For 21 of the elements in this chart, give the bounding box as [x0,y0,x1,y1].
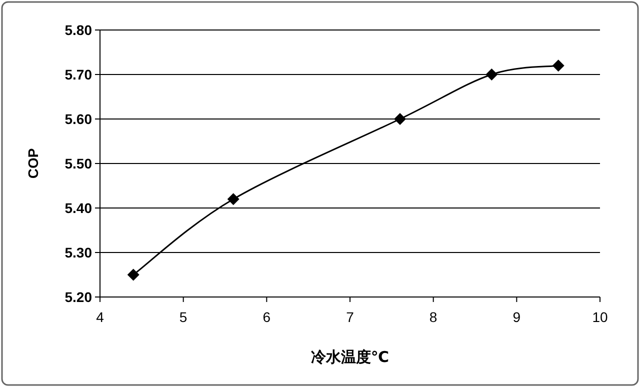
x-tick-label: 4 [96,309,104,325]
y-tick-label: 5.30 [64,244,92,260]
y-axis-title: COP [25,148,41,179]
point [394,113,406,125]
y-tick-label: 5.40 [64,200,92,216]
point [486,68,498,80]
x-tick-label: 5 [179,309,188,325]
x-axis-title: 冷水温度℃ [310,348,390,366]
x-tick-label: 9 [512,309,521,325]
x-tick-label: 10 [592,309,608,325]
y-tick-label: 5.70 [64,66,92,82]
point [552,60,564,72]
x-tick-label: 8 [429,309,438,325]
x-tick-label: 7 [346,309,354,325]
y-tick-label: 5.20 [64,289,92,305]
y-tick-label: 5.50 [64,156,92,172]
point [227,193,240,206]
point [127,268,140,281]
y-tick-label: 5.80 [64,22,92,38]
x-tick-label: 6 [262,309,271,325]
y-tick-label: 5.60 [64,111,92,127]
